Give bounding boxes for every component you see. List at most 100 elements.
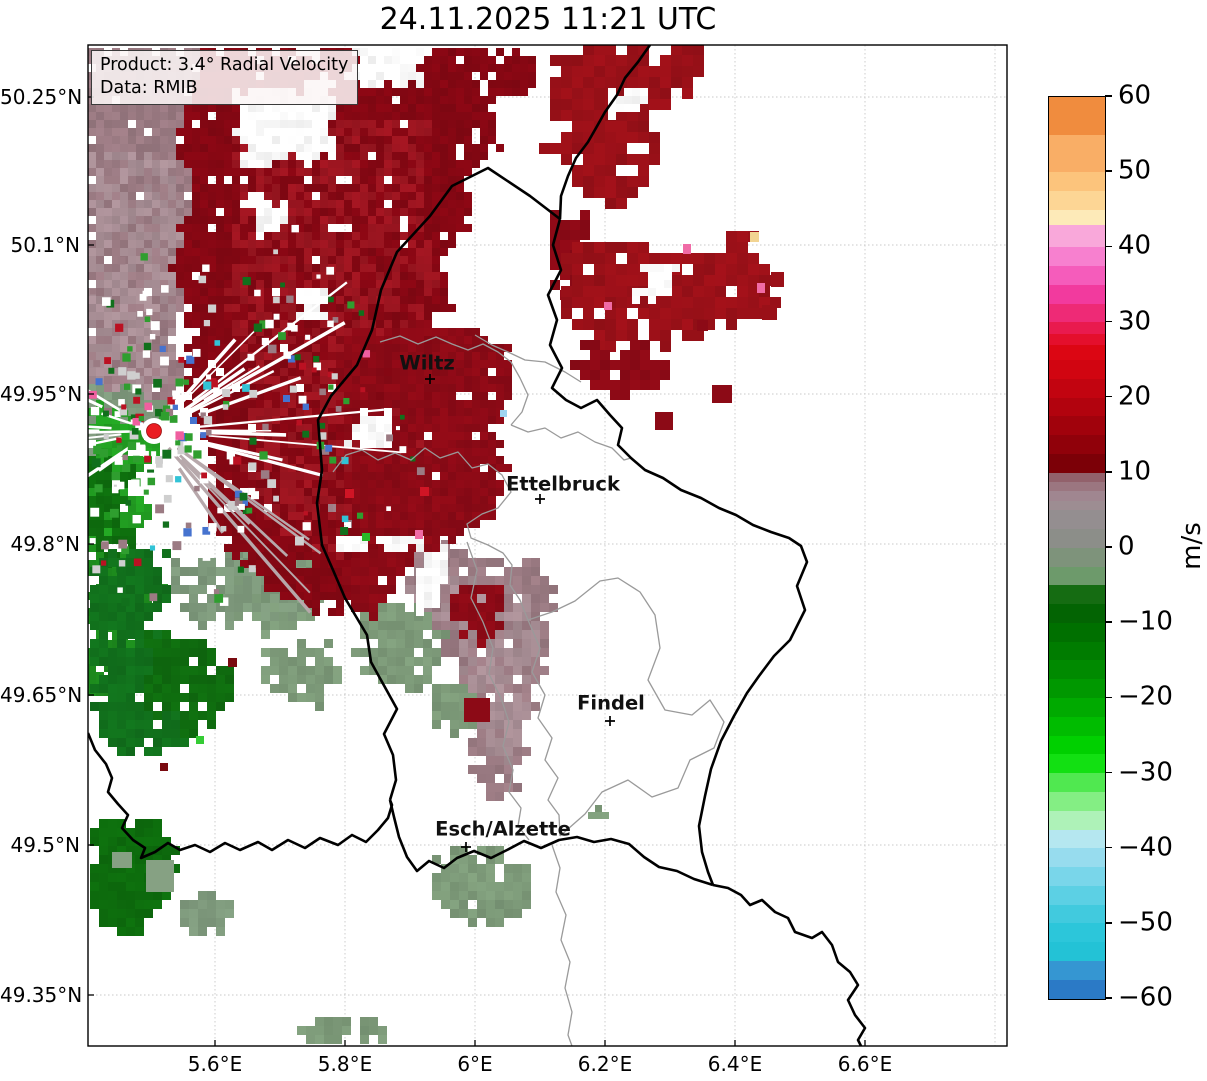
colorbar-segment xyxy=(1049,209,1105,225)
radar-speckle-field xyxy=(88,224,425,607)
colorbar-tick-label: 40 xyxy=(1118,230,1152,261)
colorbar-segment xyxy=(1049,979,1105,999)
city-label: Findel xyxy=(577,692,645,715)
city-label: Ettelbruck xyxy=(506,473,621,496)
city-ettelbruck: Ettelbruck xyxy=(506,473,621,504)
colorbar-segment xyxy=(1049,322,1105,334)
colorbar-segment xyxy=(1049,867,1105,886)
colorbar-segment xyxy=(1049,303,1105,323)
colorbar-segment xyxy=(1049,904,1105,924)
echo-white-gaps xyxy=(232,48,680,616)
plot-frame xyxy=(87,44,1008,1047)
colorbar-segment xyxy=(1049,885,1105,905)
colorbar-segment xyxy=(1049,754,1105,774)
x-tick-label: 6°E xyxy=(457,1052,493,1076)
product-label: Product: 3.4° Radial Velocity xyxy=(100,55,349,75)
colorbar-tick-label: 30 xyxy=(1118,305,1152,336)
colorbar-tick-mark xyxy=(1105,696,1112,699)
city-marker-icon xyxy=(605,716,615,726)
colorbar-segment xyxy=(1049,247,1105,267)
colorbar xyxy=(1048,96,1106,1000)
colorbar-segment xyxy=(1049,773,1105,792)
y-tick-label: 49.95°N xyxy=(0,382,83,406)
colorbar-tick-label: 10 xyxy=(1118,456,1152,487)
colorbar-tick-label: −60 xyxy=(1118,982,1173,1013)
colorbar-segment xyxy=(1049,97,1105,135)
city-label: Esch/Alzette xyxy=(435,818,571,841)
colorbar-tick-label: −30 xyxy=(1118,756,1173,787)
colorbar-segment xyxy=(1049,266,1105,285)
colorbar-segment xyxy=(1049,190,1105,210)
colorbar-segment xyxy=(1049,923,1105,943)
y-tick-label: 49.5°N xyxy=(10,833,81,857)
colorbar-tick-mark xyxy=(1105,546,1112,548)
radar-echo-layer xyxy=(88,45,781,1044)
colorbar-segment xyxy=(1049,134,1105,173)
colorbar-segment xyxy=(1049,378,1105,398)
colorbar-segment xyxy=(1049,529,1105,548)
x-tick-label: 6.6°E xyxy=(837,1052,893,1076)
figure-title: 24.11.2025 11:21 UTC xyxy=(379,2,717,37)
city-esch-alzette: Esch/Alzette xyxy=(435,818,571,852)
y-tick-label: 50.1°N xyxy=(10,233,81,257)
colorbar-tick-mark xyxy=(1105,395,1112,398)
data-source-label: Data: RMIB xyxy=(100,78,198,98)
colorbar-tick-mark xyxy=(1105,471,1112,473)
colorbar-segment xyxy=(1049,810,1105,830)
colorbar-segment xyxy=(1049,344,1105,360)
x-tick-label: 6.2°E xyxy=(577,1052,633,1076)
colorbar-tick-label: −50 xyxy=(1118,907,1173,938)
colorbar-segment xyxy=(1049,397,1105,417)
colorbar-tick-mark xyxy=(1105,997,1112,999)
radar-site-marker xyxy=(141,418,167,444)
product-info-box: Product: 3.4° Radial Velocity Data: RMIB xyxy=(91,50,359,105)
colorbar-segment xyxy=(1049,472,1105,483)
colorbar-tick-mark xyxy=(1105,245,1112,248)
colorbar-tick-label: −40 xyxy=(1118,832,1173,863)
colorbar-segment xyxy=(1049,416,1105,436)
colorbar-tick-label: −10 xyxy=(1118,606,1173,637)
colorbar-segment xyxy=(1049,679,1105,699)
national-borders xyxy=(88,45,867,1046)
colorbar-segment xyxy=(1049,791,1105,811)
colorbar-segment xyxy=(1049,698,1105,717)
colorbar-segment xyxy=(1049,585,1105,605)
colorbar-tick-label: 20 xyxy=(1118,381,1152,412)
colorbar-segment xyxy=(1049,622,1105,642)
colorbar-segment xyxy=(1049,942,1105,961)
colorbar-tick-label: 60 xyxy=(1118,80,1152,111)
colorbar-tick-mark xyxy=(1105,922,1112,924)
colorbar-segment xyxy=(1049,566,1105,586)
city-marker-icon xyxy=(425,374,435,384)
colorbar-tick-label: −20 xyxy=(1118,681,1173,712)
colorbar-segment xyxy=(1049,547,1105,567)
y-tick-label: 49.65°N xyxy=(0,683,83,707)
colorbar-tick-label: 50 xyxy=(1118,155,1152,186)
colorbar-segment xyxy=(1049,641,1105,661)
colorbar-segment xyxy=(1049,829,1105,849)
colorbar-tick-mark xyxy=(1105,771,1112,774)
y-tick-label: 49.8°N xyxy=(10,532,81,556)
colorbar-segment xyxy=(1049,284,1105,304)
city-label: Wiltz xyxy=(399,352,455,375)
city-marker-icon xyxy=(461,842,471,852)
colorbar-segment xyxy=(1049,500,1105,511)
colorbar-segment xyxy=(1049,172,1105,191)
x-tick-label: 6.4°E xyxy=(707,1052,763,1076)
colorbar-segment xyxy=(1049,735,1105,755)
echo-pixel-details xyxy=(112,232,784,892)
colorbar-tick-mark xyxy=(1105,170,1112,172)
colorbar-unit-label: m/s xyxy=(1176,522,1207,570)
colorbar-segment xyxy=(1049,960,1105,980)
colorbar-tick-mark xyxy=(1105,621,1112,623)
colorbar-segment xyxy=(1049,660,1105,680)
colorbar-tick-mark xyxy=(1105,320,1112,323)
city-marker-icon xyxy=(535,494,545,504)
city-wiltz: Wiltz xyxy=(399,352,455,384)
district-borders xyxy=(332,334,725,1046)
colorbar-segment xyxy=(1049,604,1105,623)
x-tick-label: 5.6°E xyxy=(187,1052,243,1076)
colorbar-segment xyxy=(1049,848,1105,868)
